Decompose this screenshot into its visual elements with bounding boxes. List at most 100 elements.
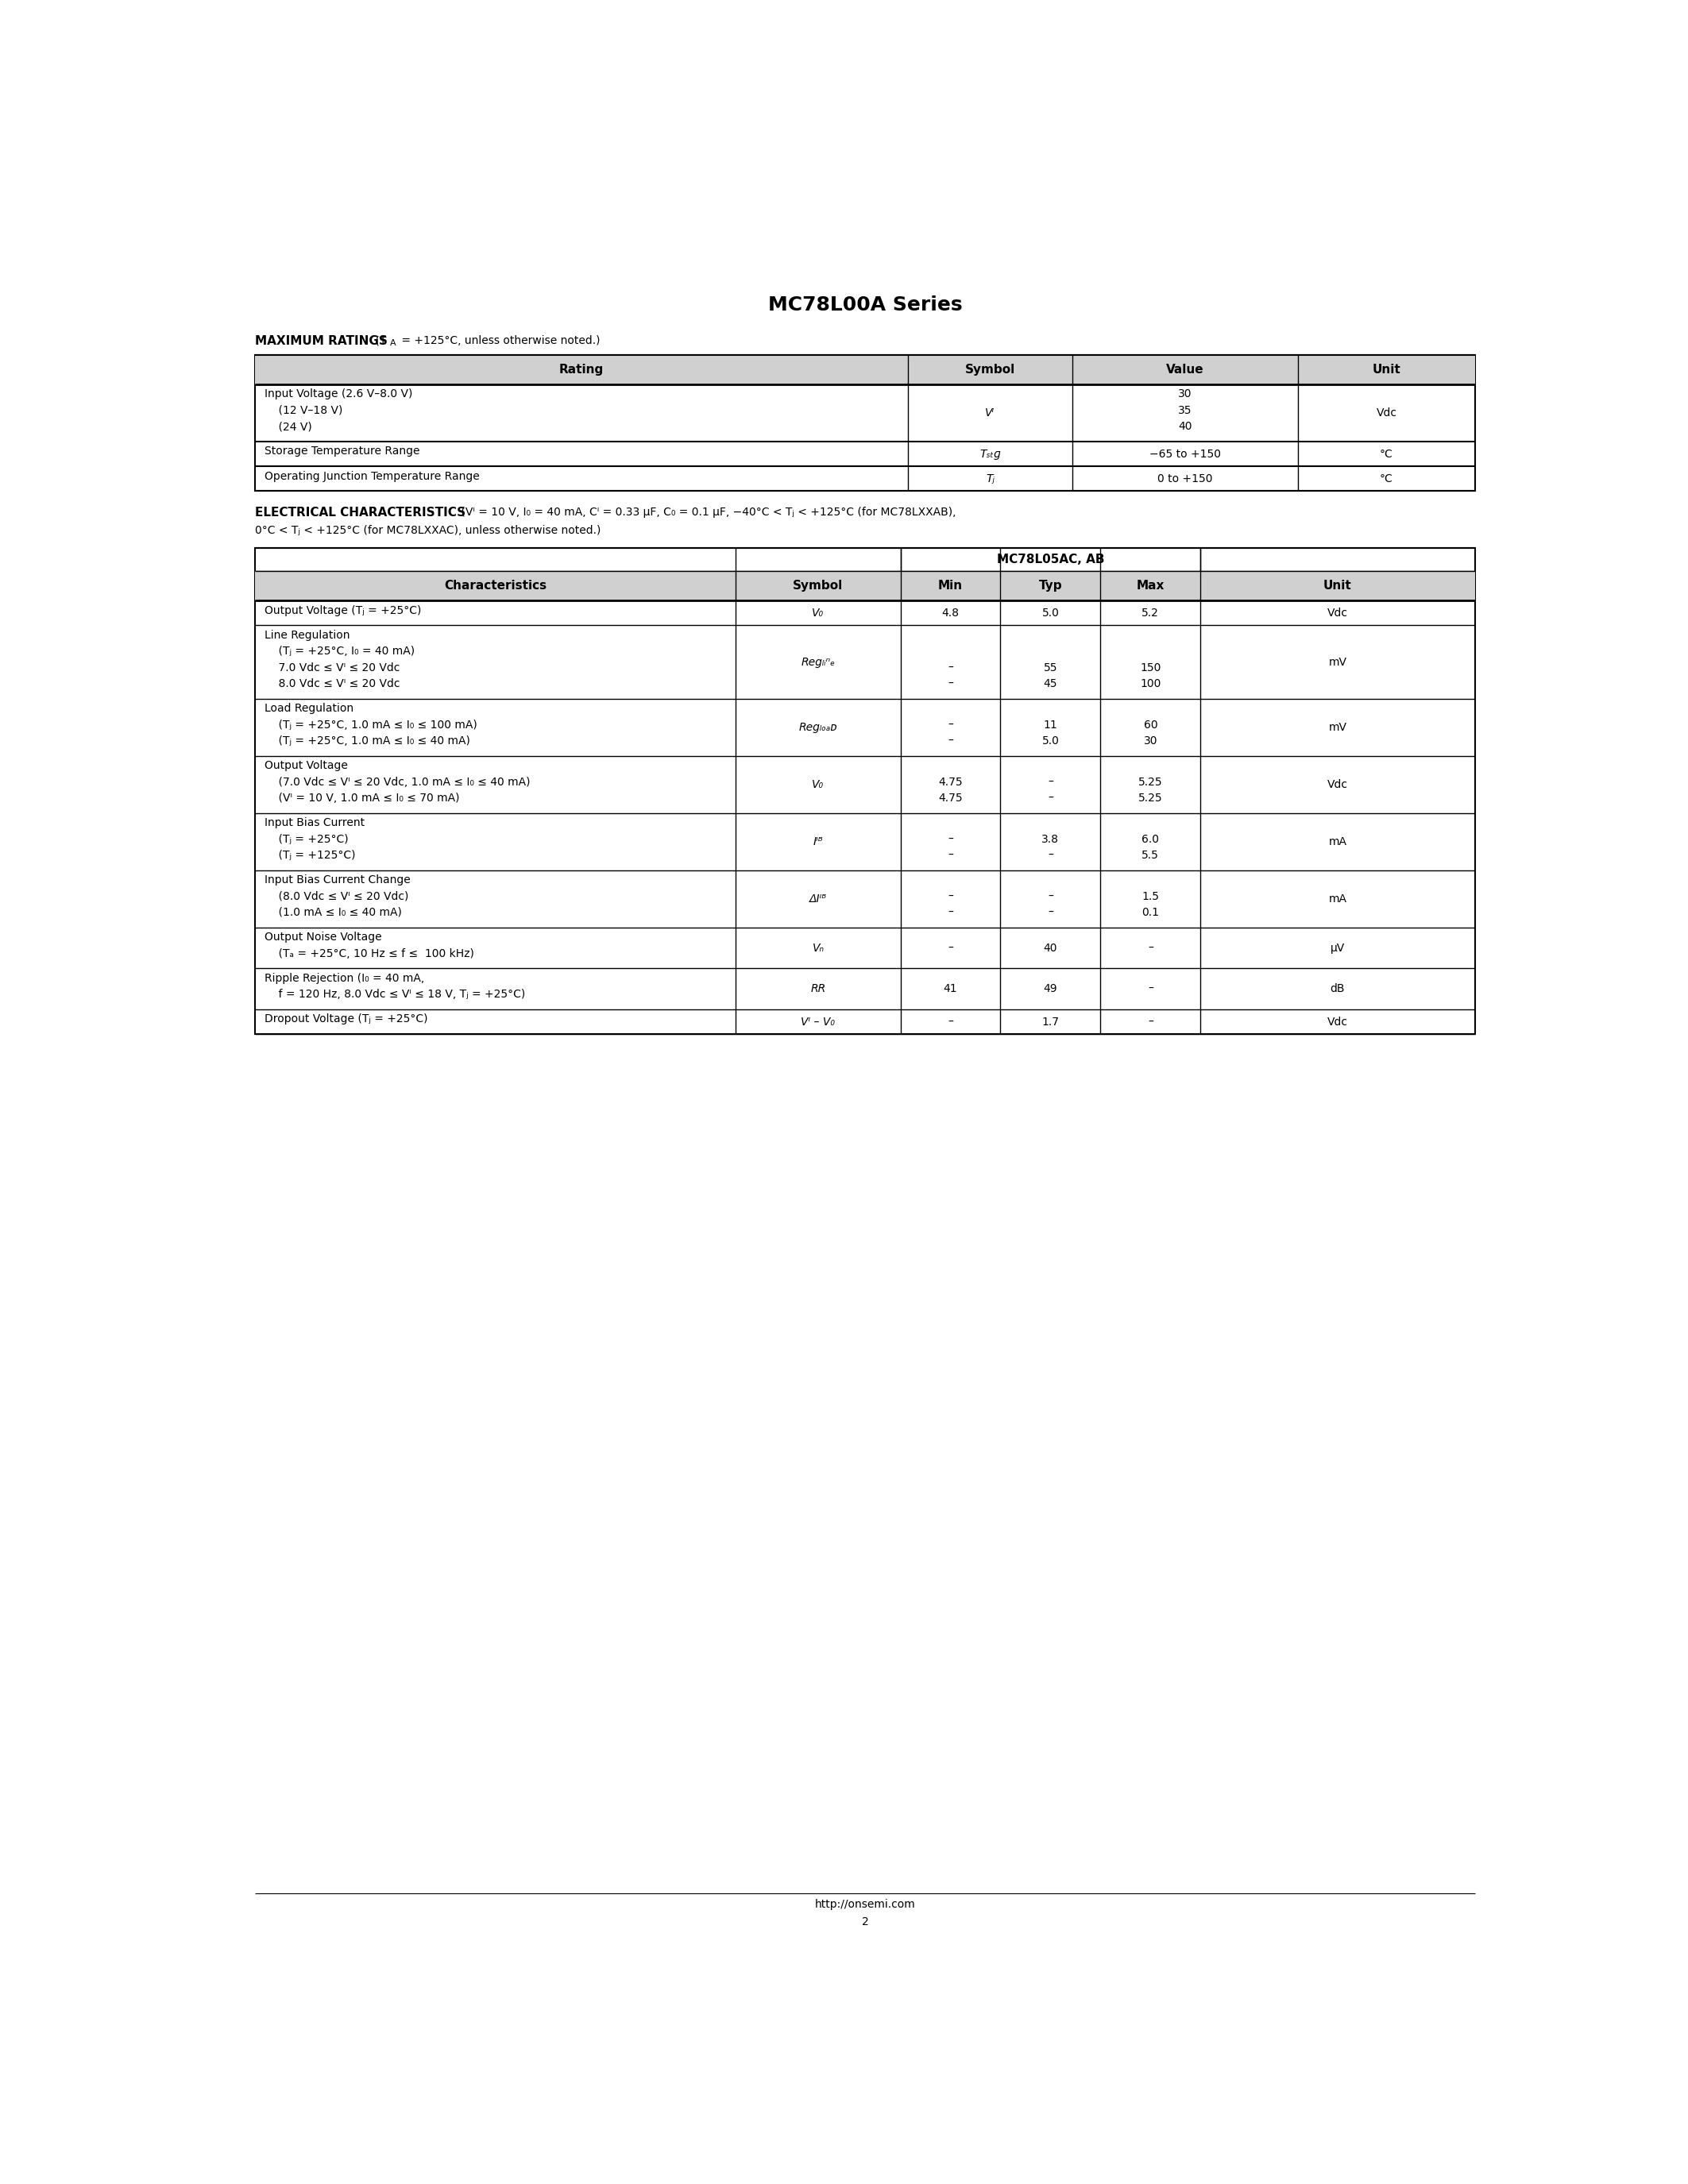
Text: °C: °C [1379, 474, 1393, 485]
Text: 40: 40 [1043, 941, 1057, 954]
Text: Output Voltage (Tⱼ = +25°C): Output Voltage (Tⱼ = +25°C) [265, 605, 422, 616]
Text: Value: Value [1166, 365, 1204, 376]
Text: –: – [1148, 941, 1153, 954]
Text: –: – [947, 736, 954, 747]
Text: V₀: V₀ [812, 607, 824, 618]
Text: –: – [947, 662, 954, 673]
Text: MC78L00A Series: MC78L00A Series [768, 295, 962, 314]
Text: Unit: Unit [1323, 581, 1352, 592]
Text: Vdc: Vdc [1327, 607, 1349, 618]
Text: 4.75: 4.75 [939, 793, 962, 804]
Text: 30: 30 [1143, 736, 1158, 747]
Text: Max: Max [1136, 581, 1165, 592]
Text: 5.2: 5.2 [1141, 607, 1160, 618]
Text: –: – [947, 834, 954, 845]
Text: (Vᴵ = 10 V, I₀ = 40 mA, Cᴵ = 0.33 μF, C₀ = 0.1 μF, −40°C < Tⱼ < +125°C (for MC78: (Vᴵ = 10 V, I₀ = 40 mA, Cᴵ = 0.33 μF, C₀… [457, 507, 957, 518]
Text: Input Bias Current: Input Bias Current [265, 817, 365, 828]
Text: mV: mV [1328, 721, 1347, 734]
Text: (Vᴵ = 10 V, 1.0 mA ≤ I₀ ≤ 70 mA): (Vᴵ = 10 V, 1.0 mA ≤ I₀ ≤ 70 mA) [265, 793, 459, 804]
Text: °C: °C [1379, 448, 1393, 459]
Text: Regₗₒₐᴅ: Regₗₒₐᴅ [798, 721, 837, 734]
Text: 30: 30 [1178, 389, 1192, 400]
Text: 5.5: 5.5 [1141, 850, 1160, 860]
Text: RR: RR [810, 983, 825, 994]
Text: 7.0 Vdc ≤ Vᴵ ≤ 20 Vdc: 7.0 Vdc ≤ Vᴵ ≤ 20 Vdc [265, 662, 400, 673]
Text: 0.1: 0.1 [1141, 906, 1160, 917]
Text: Vᴵ: Vᴵ [986, 408, 994, 419]
Text: Line Regulation: Line Regulation [265, 629, 349, 640]
Text: 5.0: 5.0 [1041, 736, 1058, 747]
Text: –: – [947, 941, 954, 954]
Text: Dropout Voltage (Tⱼ = +25°C): Dropout Voltage (Tⱼ = +25°C) [265, 1013, 427, 1024]
Text: 6.0: 6.0 [1141, 834, 1160, 845]
Text: –: – [947, 679, 954, 690]
Text: = +125°C, unless otherwise noted.): = +125°C, unless otherwise noted.) [398, 336, 601, 347]
Text: MAXIMUM RATINGS: MAXIMUM RATINGS [255, 336, 388, 347]
Text: –: – [1148, 1016, 1153, 1026]
Text: Symbol: Symbol [966, 365, 1014, 376]
Text: V₀: V₀ [812, 780, 824, 791]
Text: Vᴵ – V₀: Vᴵ – V₀ [802, 1016, 836, 1026]
Text: 4.75: 4.75 [939, 775, 962, 788]
Text: MC78L05AC, AB: MC78L05AC, AB [996, 553, 1104, 566]
Text: 3.8: 3.8 [1041, 834, 1058, 845]
Text: Ripple Rejection (I₀ = 40 mA,: Ripple Rejection (I₀ = 40 mA, [265, 972, 424, 983]
Text: 8.0 Vdc ≤ Vᴵ ≤ 20 Vdc: 8.0 Vdc ≤ Vᴵ ≤ 20 Vdc [265, 679, 400, 690]
Text: mA: mA [1328, 893, 1347, 904]
Text: f = 120 Hz, 8.0 Vdc ≤ Vᴵ ≤ 18 V, Tⱼ = +25°C): f = 120 Hz, 8.0 Vdc ≤ Vᴵ ≤ 18 V, Tⱼ = +2… [265, 989, 525, 1000]
Text: –: – [1048, 906, 1053, 917]
Text: Vdc: Vdc [1376, 408, 1396, 419]
Text: –: – [947, 891, 954, 902]
Text: A: A [390, 339, 397, 347]
Text: 49: 49 [1043, 983, 1057, 994]
Text: Vdc: Vdc [1327, 780, 1349, 791]
Text: 1.7: 1.7 [1041, 1016, 1058, 1026]
Text: (7.0 Vdc ≤ Vᴵ ≤ 20 Vdc, 1.0 mA ≤ I₀ ≤ 40 mA): (7.0 Vdc ≤ Vᴵ ≤ 20 Vdc, 1.0 mA ≤ I₀ ≤ 40… [265, 775, 530, 788]
Bar [255, 356, 1475, 491]
Text: –: – [1048, 850, 1053, 860]
Text: Typ: Typ [1038, 581, 1062, 592]
Text: Load Regulation: Load Regulation [265, 703, 353, 714]
Text: Output Noise Voltage: Output Noise Voltage [265, 933, 381, 943]
Text: –: – [1148, 983, 1153, 994]
Text: Output Voltage: Output Voltage [265, 760, 348, 771]
Text: 40: 40 [1178, 422, 1192, 432]
Text: (8.0 Vdc ≤ Vᴵ ≤ 20 Vdc): (8.0 Vdc ≤ Vᴵ ≤ 20 Vdc) [265, 891, 408, 902]
Text: mA: mA [1328, 836, 1347, 847]
Text: Tⱼ: Tⱼ [986, 474, 994, 485]
Text: –: – [947, 850, 954, 860]
Text: (1.0 mA ≤ I₀ ≤ 40 mA): (1.0 mA ≤ I₀ ≤ 40 mA) [265, 906, 402, 917]
Text: Unit: Unit [1372, 365, 1401, 376]
Text: (Tⱼ = +25°C, 1.0 mA ≤ I₀ ≤ 40 mA): (Tⱼ = +25°C, 1.0 mA ≤ I₀ ≤ 40 mA) [265, 736, 471, 747]
Text: –: – [947, 906, 954, 917]
Text: ΔIᴵᴮ: ΔIᴵᴮ [809, 893, 827, 904]
Text: 0 to +150: 0 to +150 [1158, 474, 1214, 485]
Text: (Tⱼ = +125°C): (Tⱼ = +125°C) [265, 850, 356, 860]
Text: 60: 60 [1143, 719, 1158, 729]
Text: 4.8: 4.8 [942, 607, 959, 618]
Text: mV: mV [1328, 657, 1347, 668]
Text: 1.5: 1.5 [1141, 891, 1160, 902]
Text: Rating: Rating [559, 365, 604, 376]
Text: –: – [947, 1016, 954, 1026]
Text: 2: 2 [861, 1915, 869, 1926]
Text: 11: 11 [1043, 719, 1057, 729]
Text: 5.0: 5.0 [1041, 607, 1058, 618]
Text: Regₗᵢⁿₑ: Regₗᵢⁿₑ [802, 657, 836, 668]
Text: 150: 150 [1139, 662, 1161, 673]
Text: –: – [947, 719, 954, 729]
Text: Symbol: Symbol [793, 581, 844, 592]
Text: –: – [1048, 891, 1053, 902]
Bar [255, 572, 1475, 601]
Text: Iᴵᴮ: Iᴵᴮ [814, 836, 824, 847]
Text: 100: 100 [1139, 679, 1161, 690]
Text: 55: 55 [1043, 662, 1057, 673]
Text: http://onsemi.com: http://onsemi.com [815, 1900, 915, 1911]
Text: (Tⱼ = +25°C, I₀ = 40 mA): (Tⱼ = +25°C, I₀ = 40 mA) [265, 646, 415, 657]
Text: Tₛₜɡ: Tₛₜɡ [979, 448, 1001, 459]
Text: 45: 45 [1043, 679, 1057, 690]
Text: (T: (T [371, 336, 387, 347]
Text: Operating Junction Temperature Range: Operating Junction Temperature Range [265, 470, 479, 483]
Text: Vdc: Vdc [1327, 1016, 1349, 1026]
Text: μV: μV [1330, 941, 1345, 954]
